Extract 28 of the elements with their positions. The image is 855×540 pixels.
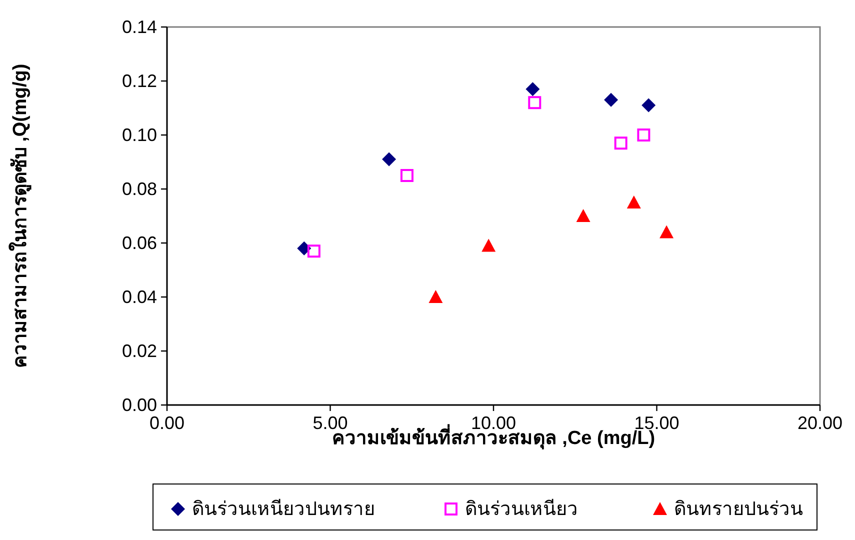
y-axis-title: ความสามารถในการดูดซับ ,Q(mg/g) [8, 64, 32, 368]
y-tick-label: 0.06 [122, 233, 157, 253]
x-tick-label: 0.00 [149, 413, 185, 433]
legend-label: ดินทรายปนร่วน [674, 499, 803, 520]
y-tick-label: 0.08 [122, 179, 157, 199]
legend-label: ดินร่วนเหนียวปนทราย [192, 498, 375, 520]
point [382, 152, 396, 166]
y-tick-label: 0.12 [122, 71, 157, 91]
point [428, 290, 443, 303]
point [626, 196, 641, 208]
point [528, 96, 542, 110]
y-tick-label: 0.14 [122, 17, 157, 37]
y-tick-label: 0.00 [122, 395, 157, 415]
y-tick-label: 0.02 [122, 341, 157, 361]
point [637, 128, 650, 142]
y-tick-label: 0.10 [122, 125, 157, 145]
point [660, 225, 674, 238]
point [642, 98, 656, 112]
x-tick-label: 20.00 [797, 413, 843, 433]
point [576, 209, 590, 222]
point [400, 169, 414, 182]
point [307, 244, 320, 258]
y-tick-label: 0.04 [122, 287, 157, 307]
legend-label: ดินร่วนเหนียว [465, 498, 578, 520]
point [482, 238, 496, 252]
point [614, 136, 628, 150]
point [526, 82, 540, 96]
point [604, 92, 618, 107]
